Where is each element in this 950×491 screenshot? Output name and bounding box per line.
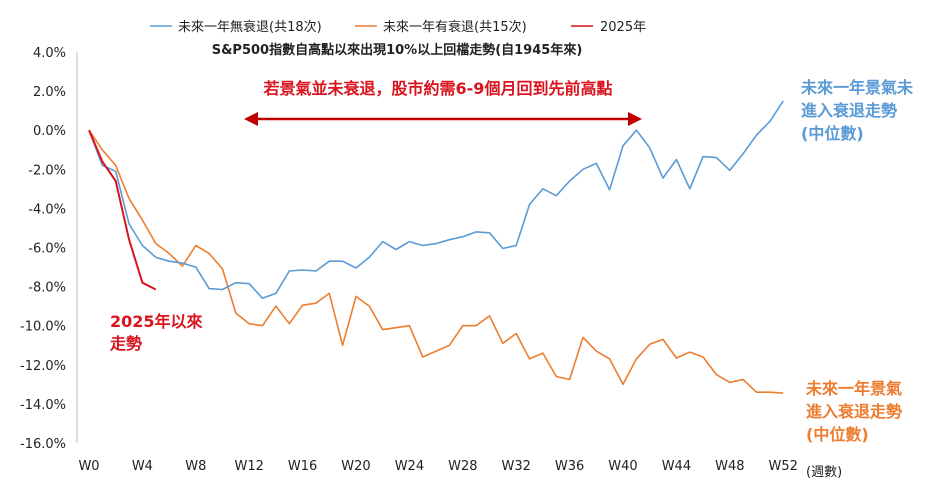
annotation-2025-line1: 2025年以來: [110, 312, 203, 331]
annotation-recession-line1: 未來一年景氣: [805, 379, 902, 398]
x-axis: W0 W4 W8 W12 W16 W20 W24 W28 W32 W36 W40 W44 W48 W52: [78, 459, 797, 474]
x-tick-label: W32: [501, 459, 530, 474]
x-tick-label: W40: [608, 459, 637, 474]
y-tick-label: -8.0%: [28, 281, 66, 296]
legend-label-recession: 未來一年有衰退(共15次): [383, 19, 527, 35]
recovery-arrow: [244, 112, 642, 126]
annotation-2025-line2: 走勢: [109, 334, 142, 353]
legend-label-no-recession: 未來一年無衰退(共18次): [178, 19, 322, 35]
y-tick-label: 0.0%: [33, 124, 66, 139]
x-tick-label: W24: [395, 459, 424, 474]
x-tick-label: W4: [132, 459, 153, 474]
chart-title: S&P500指數自高點以來出現10%以上回檔走勢(自1945年來): [212, 42, 583, 58]
recovery-arrow-left-head: [244, 112, 258, 126]
annotation-no-recession-line2: 進入衰退走勢: [801, 101, 897, 120]
x-tick-label: W48: [715, 459, 744, 474]
series-line-no-recession: [88, 100, 784, 300]
x-tick-label: W20: [341, 459, 370, 474]
y-tick-label: -6.0%: [28, 242, 66, 257]
series-line-2025: [88, 129, 157, 291]
y-tick-label: 4.0%: [33, 46, 66, 61]
annotation-no-recession-line1: 未來一年景氣未: [800, 78, 913, 97]
x-tick-label: W8: [185, 459, 206, 474]
series-line-recession: [88, 129, 784, 394]
recovery-arrow-right-head: [628, 112, 642, 126]
y-tick-label: -16.0%: [20, 437, 66, 452]
x-tick-label: W12: [234, 459, 263, 474]
y-tick-label: -12.0%: [20, 359, 66, 374]
x-tick-label: W0: [78, 459, 99, 474]
y-tick-label: -2.0%: [28, 163, 66, 178]
x-axis-label: (週數): [806, 465, 842, 480]
x-tick-label: W16: [288, 459, 317, 474]
y-tick-label: -14.0%: [20, 398, 66, 413]
series-layer: [88, 100, 784, 394]
annotation-no-recession-line3: (中位數): [801, 124, 864, 143]
legend-label-2025: 2025年: [600, 20, 646, 35]
y-tick-label: 2.0%: [33, 85, 66, 100]
y-axis: 4.0% 2.0% 0.0% -2.0% -4.0% -6.0% -8.0% -10.0% -1…: [20, 46, 66, 452]
x-tick-label: W52: [768, 459, 797, 474]
y-tick-label: -4.0%: [28, 202, 66, 217]
legend: 未來一年無衰退(共18次) 未來一年有衰退(共15次) 2025年: [150, 19, 646, 35]
annotation-recession-line3: (中位數): [806, 425, 869, 444]
recovery-annotation: 若景氣並未衰退，股市約需6-9個月回到先前高點: [263, 79, 613, 98]
annotation-recession-line2: 進入衰退走勢: [806, 402, 902, 421]
x-tick-label: W36: [555, 459, 584, 474]
y-tick-label: -10.0%: [20, 320, 66, 335]
x-tick-label: W44: [662, 459, 691, 474]
x-tick-label: W28: [448, 459, 477, 474]
